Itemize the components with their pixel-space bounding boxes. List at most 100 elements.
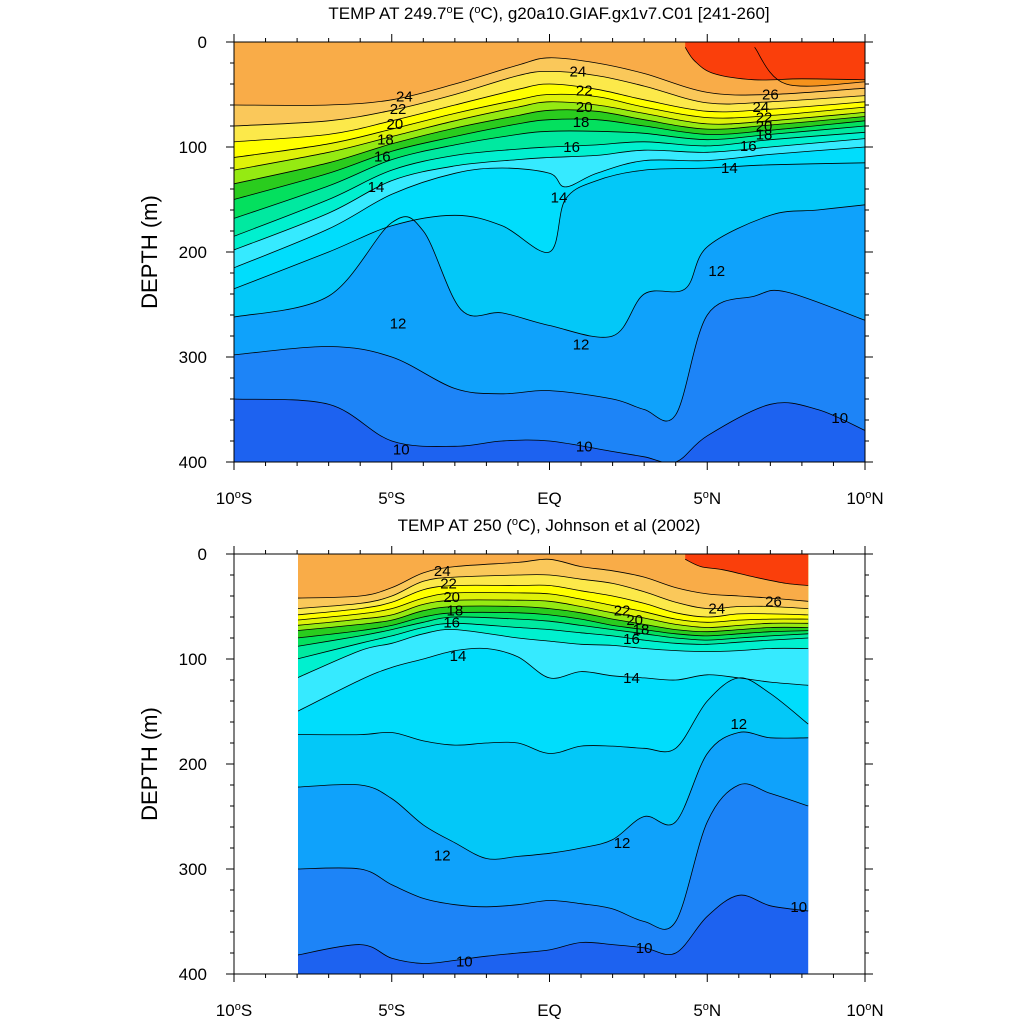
x-tick-label: EQ xyxy=(537,489,562,508)
contour-label: 24 xyxy=(570,63,587,80)
contour-label: 14 xyxy=(623,670,640,687)
contour-label: 24 xyxy=(434,563,451,580)
contour-label: 12 xyxy=(390,315,407,332)
y-tick-label: 400 xyxy=(179,453,207,472)
contour-label: 14 xyxy=(721,160,738,177)
panel-bottom-observed-temperature: TEMP AT 250 (oC), Johnson et al (2002) 2… xyxy=(137,516,884,1020)
temperature-contour-fills xyxy=(298,554,809,974)
y-tick-label: 200 xyxy=(179,243,207,262)
contour-label: 16 xyxy=(740,138,757,155)
contour-label: 22 xyxy=(576,82,593,99)
contour-label: 26 xyxy=(762,87,779,104)
contour-label: 20 xyxy=(387,116,404,133)
x-tick-label: 5oS xyxy=(378,1001,405,1020)
panel-top-model-temperature: TEMP AT 249.7oE (oC), g20a10.GIAF.gx1v7.… xyxy=(137,4,884,508)
isotherm-17C xyxy=(298,622,809,660)
isotherm-14C xyxy=(234,162,865,290)
isotherm-11C xyxy=(234,398,865,462)
isotherm-19C xyxy=(298,611,809,639)
isotherm-27C xyxy=(685,558,809,586)
y-tick-label: 0 xyxy=(198,33,207,52)
isotherm-19C xyxy=(234,118,865,200)
y-tick-label: 300 xyxy=(179,348,207,367)
isotherm-17C xyxy=(234,131,865,237)
contour-label: 22 xyxy=(390,101,407,118)
contour-label: 20 xyxy=(443,589,460,606)
contour-label: 10 xyxy=(456,953,473,970)
contour-label: 10 xyxy=(790,899,807,916)
x-axis: 10oS 5oS EQ 5oN 10oN xyxy=(216,34,884,508)
contour-label: 24 xyxy=(753,99,770,116)
isotherm-23C xyxy=(234,83,865,143)
contour-label: 18 xyxy=(756,126,773,143)
isotherm-13C xyxy=(234,204,865,338)
contour-label: 10 xyxy=(636,940,653,957)
isotherm-15C xyxy=(234,146,865,269)
isotherm-16C xyxy=(234,138,865,251)
y-tick-label: 300 xyxy=(179,860,207,879)
contour-label: 16 xyxy=(443,614,460,631)
contour-label: 10 xyxy=(831,410,848,427)
y-tick-label: 100 xyxy=(179,650,207,669)
y-axis-label: DEPTH (m) xyxy=(137,195,162,309)
contour-label: 16 xyxy=(374,148,391,165)
contour-label: 22 xyxy=(756,110,773,127)
isotherm-12C xyxy=(234,289,865,422)
contour-label: 18 xyxy=(447,603,464,620)
isotherm-18C xyxy=(298,616,809,647)
y-tick-label: 200 xyxy=(179,755,207,774)
isotherm-20C xyxy=(298,605,809,633)
contour-label: 20 xyxy=(626,612,643,629)
isotherm-27C xyxy=(684,47,865,81)
isotherm-22C xyxy=(234,93,865,158)
isotherm-labels: 2422201816142422201816142624222018161412… xyxy=(368,63,848,458)
x-tick-label: 5oS xyxy=(378,489,405,508)
y-axis: 0 100 200 300 400 xyxy=(179,545,873,984)
contour-label: 14 xyxy=(450,648,467,665)
contour-label: 18 xyxy=(377,132,394,149)
contour-label: 22 xyxy=(440,575,457,592)
isotherm-13C xyxy=(298,731,809,860)
contour-label: 12 xyxy=(573,336,590,353)
panel-title: TEMP AT 249.7oE (oC), g20a10.GIAF.gx1v7.… xyxy=(328,4,769,23)
y-tick-label: 100 xyxy=(179,138,207,157)
isotherm-18C xyxy=(234,125,865,219)
contour-label: 10 xyxy=(393,441,410,458)
isotherm-26C xyxy=(754,47,865,87)
isotherm-21C xyxy=(234,101,865,171)
contour-label: 12 xyxy=(730,716,747,733)
isotherm-22C xyxy=(298,592,809,623)
x-tick-label: 10oS xyxy=(216,1001,252,1020)
isotherm-16C xyxy=(298,629,809,678)
contour-label: 12 xyxy=(434,847,451,864)
y-axis: 0 100 200 300 400 xyxy=(179,33,873,472)
isotherm-12C xyxy=(298,783,809,930)
contour-label: 10 xyxy=(576,438,593,455)
contour-label: 24 xyxy=(708,601,725,618)
contour-label: 22 xyxy=(614,603,631,620)
y-axis-label: DEPTH (m) xyxy=(137,707,162,821)
band-25C xyxy=(298,554,809,602)
isotherm-24C xyxy=(298,574,809,610)
isotherm-21C xyxy=(298,599,809,628)
contour-label: 12 xyxy=(708,263,725,280)
contour-label: 14 xyxy=(551,189,568,206)
x-tick-label: 10oS xyxy=(216,489,252,508)
contour-label: 18 xyxy=(633,622,650,639)
contour-label: 20 xyxy=(576,99,593,116)
contour-label: 14 xyxy=(368,179,385,196)
x-tick-label: 10oN xyxy=(846,489,883,508)
isotherm-25C xyxy=(234,57,865,106)
panel-title: TEMP AT 250 (oC), Johnson et al (2002) xyxy=(398,516,701,535)
isotherm-lines xyxy=(234,47,865,462)
contour-label: 26 xyxy=(765,593,782,610)
contour-label: 16 xyxy=(563,139,580,156)
isotherm-15C xyxy=(298,647,809,712)
x-tick-label: 10oN xyxy=(846,1001,883,1020)
isotherm-20C xyxy=(234,109,865,185)
band-27C xyxy=(685,554,809,586)
contour-label: 18 xyxy=(573,114,590,131)
contour-label: 24 xyxy=(396,89,413,106)
